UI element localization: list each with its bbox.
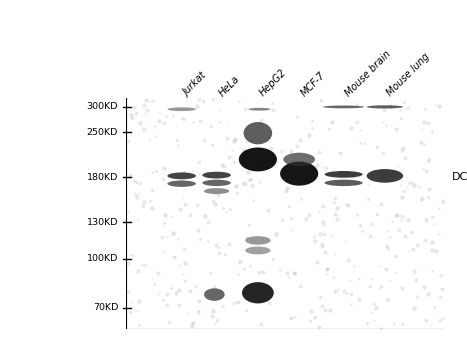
Text: Mouse lung: Mouse lung xyxy=(385,51,432,98)
Ellipse shape xyxy=(323,106,364,108)
Ellipse shape xyxy=(204,188,229,194)
Text: DCTN1: DCTN1 xyxy=(452,173,467,182)
Ellipse shape xyxy=(167,173,196,179)
Text: Jurkat: Jurkat xyxy=(182,71,209,98)
Ellipse shape xyxy=(245,246,270,254)
Text: 180KD: 180KD xyxy=(87,173,118,182)
Ellipse shape xyxy=(325,180,363,186)
Text: Mouse brain: Mouse brain xyxy=(344,49,393,98)
Ellipse shape xyxy=(367,105,403,108)
Text: MCF-7: MCF-7 xyxy=(299,70,327,98)
Ellipse shape xyxy=(167,107,196,111)
Ellipse shape xyxy=(204,288,225,301)
Ellipse shape xyxy=(245,236,270,245)
Ellipse shape xyxy=(325,171,363,178)
Text: 250KD: 250KD xyxy=(87,127,118,136)
Ellipse shape xyxy=(248,108,270,111)
Ellipse shape xyxy=(202,172,231,178)
Ellipse shape xyxy=(242,282,274,303)
Ellipse shape xyxy=(202,180,231,186)
Text: 100KD: 100KD xyxy=(87,254,118,263)
Ellipse shape xyxy=(167,181,196,187)
Text: HepG2: HepG2 xyxy=(258,67,289,98)
Ellipse shape xyxy=(244,122,272,144)
Ellipse shape xyxy=(280,162,318,186)
Ellipse shape xyxy=(283,153,315,166)
Text: 300KD: 300KD xyxy=(87,103,118,111)
Text: 70KD: 70KD xyxy=(93,303,118,312)
Text: 130KD: 130KD xyxy=(87,218,118,227)
Ellipse shape xyxy=(239,147,277,172)
Text: HeLa: HeLa xyxy=(217,74,241,98)
Ellipse shape xyxy=(367,169,403,183)
